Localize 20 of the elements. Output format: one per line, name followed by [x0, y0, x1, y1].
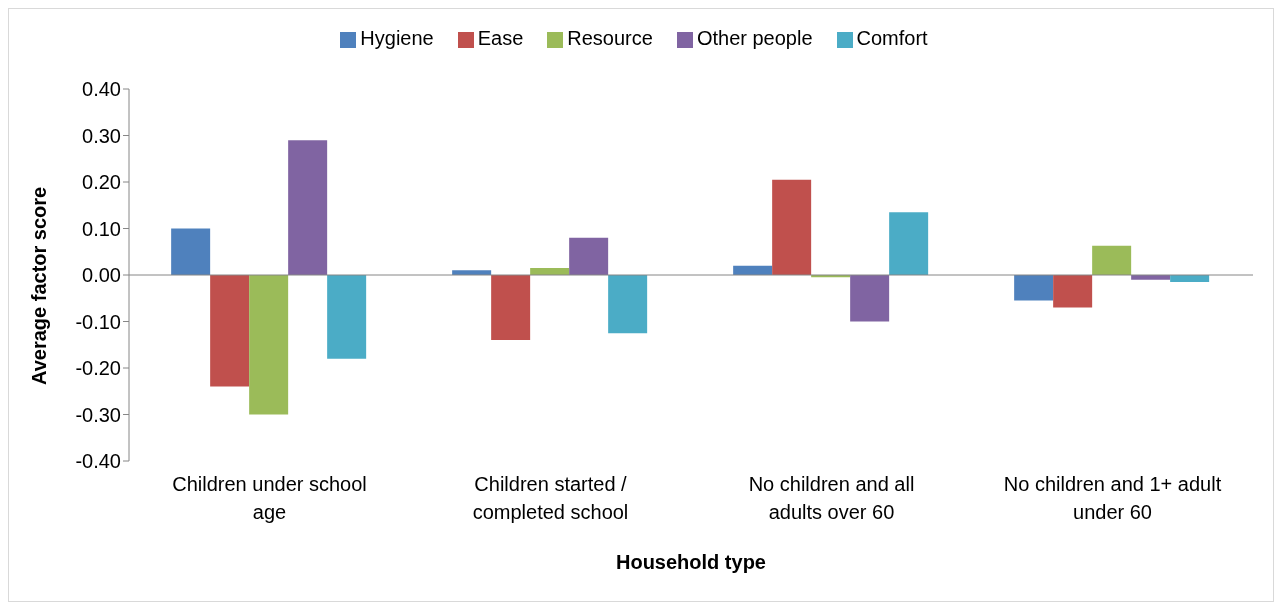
y-tick-label: 0.40	[82, 78, 121, 101]
y-tick-label: 0.00	[82, 264, 121, 287]
legend-label: Hygiene	[360, 27, 434, 49]
x-tick-label: No children and all adults over 60	[748, 473, 915, 523]
y-tick-label: 0.10	[82, 217, 121, 240]
x-axis-title: Household type	[615, 551, 767, 573]
y-tick-label: 0.20	[82, 171, 121, 194]
legend-label: Other people	[696, 27, 813, 49]
y-tick-label: -0.30	[75, 403, 121, 426]
y-axis-title: Average factor score	[28, 186, 51, 385]
x-tick-label: No children and 1+ adult under 60	[1003, 473, 1222, 523]
x-tick-label: Children started / completed school	[472, 473, 629, 523]
legend-label: Resource	[567, 27, 653, 49]
legend-label: Comfort	[856, 27, 928, 49]
y-tick-label: -0.10	[75, 310, 121, 333]
y-tick-label: 0.30	[82, 124, 121, 147]
y-tick-label: -0.40	[75, 450, 121, 473]
y-tick-label: -0.20	[75, 357, 121, 380]
x-tick-label: Children under school age	[172, 473, 367, 523]
legend-label: Ease	[477, 27, 524, 49]
